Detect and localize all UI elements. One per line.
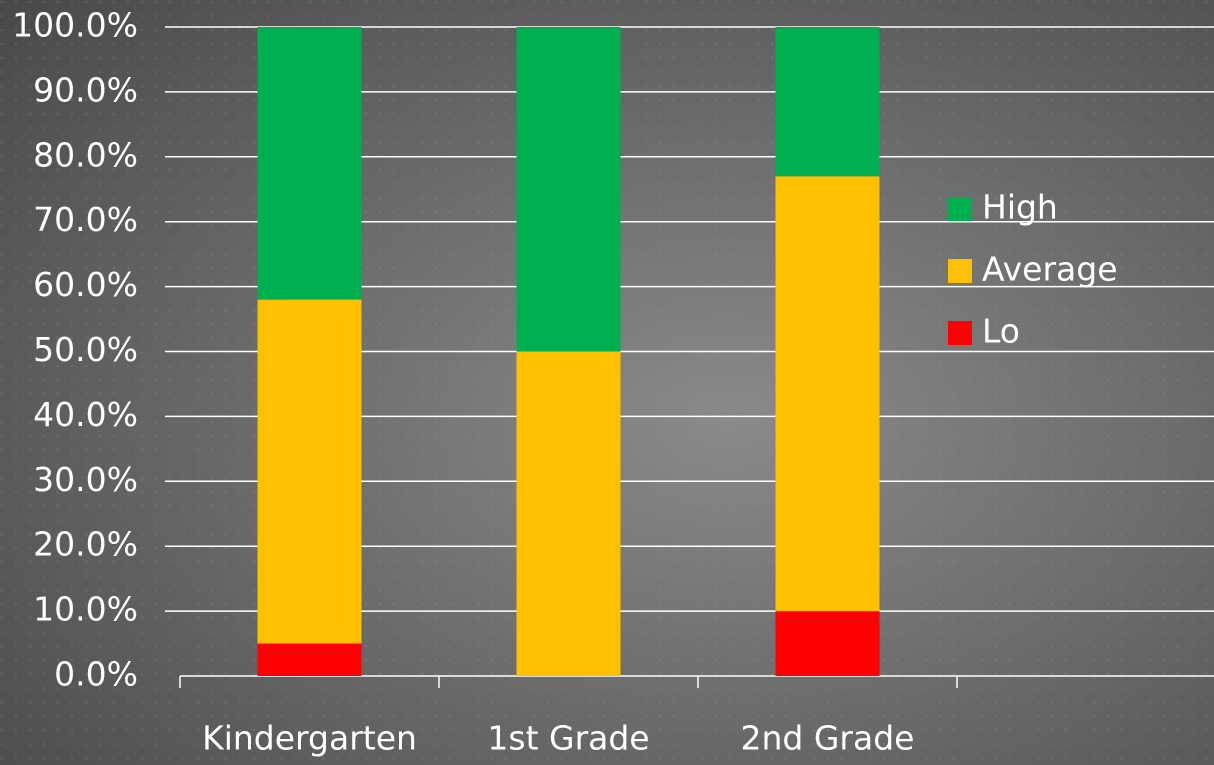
y-tick-label: 20.0% [33, 525, 138, 564]
legend-swatch [948, 321, 972, 345]
legend-label: Lo [982, 312, 1020, 351]
y-tick-label: 0.0% [54, 655, 138, 694]
legend-swatch [948, 259, 972, 283]
y-tick-label: 60.0% [33, 265, 138, 304]
legend-swatch [948, 197, 972, 221]
y-tick-label: 90.0% [33, 70, 138, 109]
bar-segment [257, 643, 362, 676]
y-tick-label: 100.0% [12, 6, 138, 45]
bar-segment [775, 176, 880, 612]
y-tick-label: 70.0% [33, 200, 138, 239]
bar-segment [257, 299, 362, 644]
bar-segment [516, 27, 621, 352]
bar-segment [516, 351, 621, 676]
y-tick-label: 30.0% [33, 460, 138, 499]
y-tick-label: 40.0% [33, 395, 138, 434]
x-tick-label: 2nd Grade [741, 719, 915, 758]
bar-segment [257, 27, 362, 300]
y-tick-label: 10.0% [33, 590, 138, 629]
bar-segment [775, 27, 880, 177]
bar-segment [775, 611, 880, 676]
y-tick-label: 80.0% [33, 135, 138, 174]
legend-label: Average [982, 250, 1118, 289]
x-tick-label: 1st Grade [487, 719, 649, 758]
y-tick-label: 50.0% [33, 330, 138, 369]
x-tick-label: Kindergarten [202, 719, 417, 758]
legend-label: High [982, 188, 1058, 227]
